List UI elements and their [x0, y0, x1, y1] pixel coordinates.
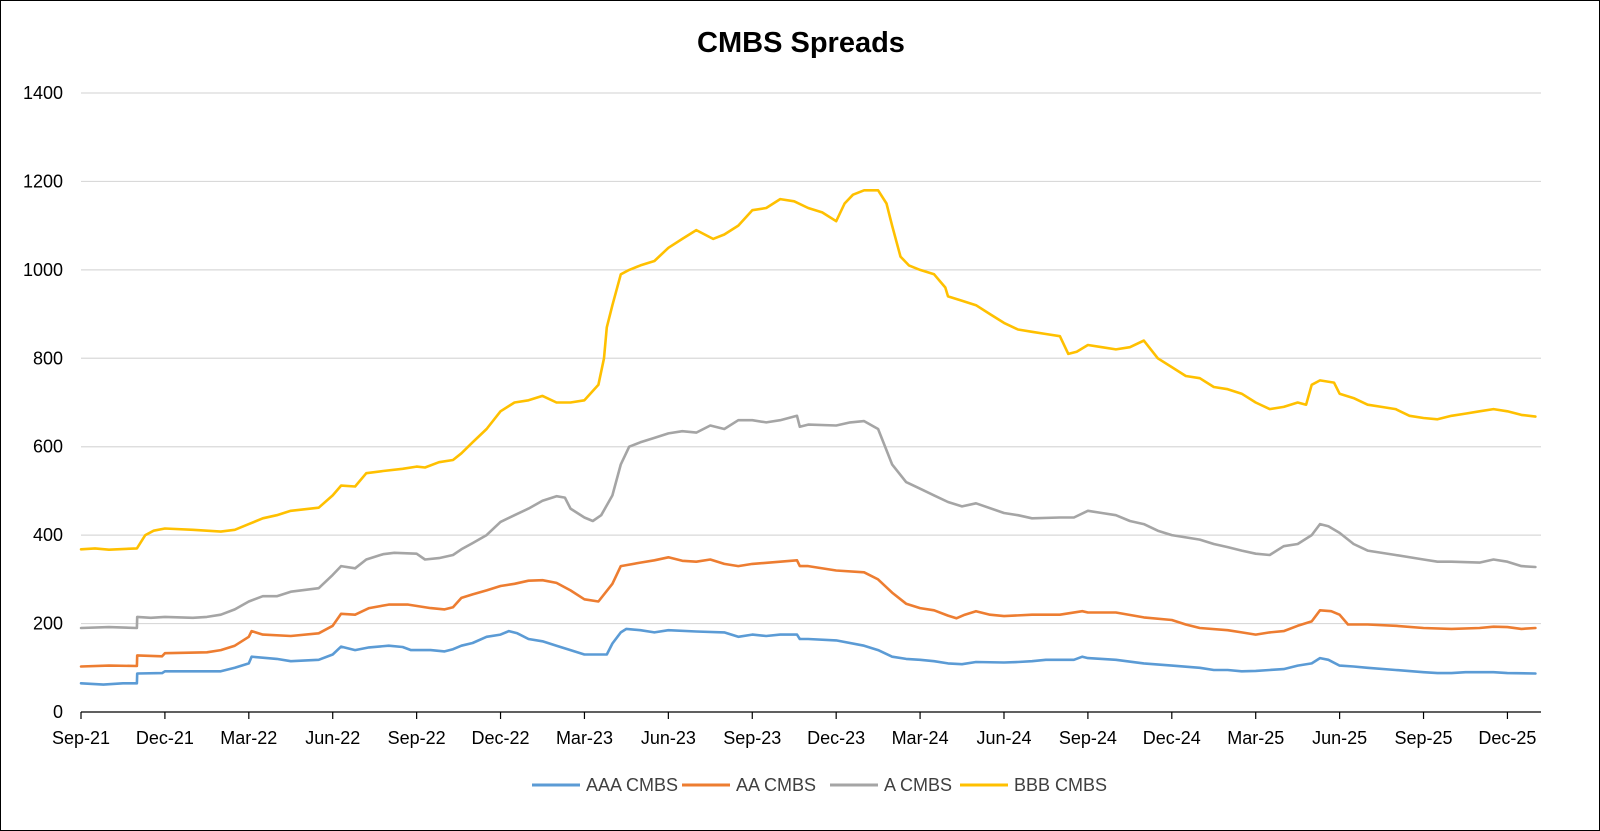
gridlines — [81, 92, 1541, 625]
x-tick-label: Mar-25 — [1227, 728, 1284, 748]
y-tick-label: 0 — [53, 702, 63, 722]
legend-label-bbb-cmbs: BBB CMBS — [1014, 775, 1107, 795]
x-tick-label: Jun-24 — [976, 728, 1031, 748]
y-tick-label: 200 — [33, 614, 63, 634]
x-tick-label: Sep-23 — [723, 728, 781, 748]
series-line-aa-cmbs — [79, 556, 1537, 668]
x-tick-label: Sep-21 — [52, 728, 110, 748]
x-tick-label: Jun-23 — [641, 728, 696, 748]
x-tick-label: Dec-25 — [1478, 728, 1536, 748]
x-tick-label: Mar-24 — [892, 728, 949, 748]
x-tick-label: Mar-23 — [556, 728, 613, 748]
x-tick-label: Sep-24 — [1059, 728, 1117, 748]
y-tick-label: 800 — [33, 348, 63, 368]
x-tick-label: Jun-25 — [1312, 728, 1367, 748]
y-tick-label: 600 — [33, 437, 63, 457]
x-tick-label: Dec-24 — [1143, 728, 1201, 748]
x-tick-label: Sep-25 — [1395, 728, 1453, 748]
y-tick-label: 1000 — [23, 260, 63, 280]
x-tick-label: Mar-22 — [220, 728, 277, 748]
series-line-bbb-cmbs — [79, 189, 1537, 551]
y-tick-label: 400 — [33, 525, 63, 545]
legend-label-a-cmbs: A CMBS — [884, 775, 952, 795]
y-axis: 0 200 400 600 800 1000 1200 1400 — [23, 83, 63, 722]
legend: AAA CMBS AA CMBS A CMBS BBB CMBS — [532, 775, 1107, 795]
x-axis: Sep-21 Dec-21 Mar-22 Jun-22 Sep-22 Dec-22 Mar-… — [52, 711, 1541, 748]
series-line-aaa-cmbs — [79, 627, 1537, 686]
series-lines — [79, 189, 1537, 686]
x-tick-label: Jun-22 — [305, 728, 360, 748]
y-tick-label: 1200 — [23, 171, 63, 191]
x-tick-label: Sep-22 — [388, 728, 446, 748]
x-tick-label: Dec-23 — [807, 728, 865, 748]
y-tick-label: 1400 — [23, 83, 63, 103]
series-line-a-cmbs — [79, 414, 1537, 630]
x-tick-label: Dec-21 — [136, 728, 194, 748]
legend-label-aa-cmbs: AA CMBS — [736, 775, 816, 795]
legend-label-aaa-cmbs: AAA CMBS — [586, 775, 678, 795]
x-tick-label: Dec-22 — [472, 728, 530, 748]
chart-title: CMBS Spreads — [697, 27, 905, 59]
